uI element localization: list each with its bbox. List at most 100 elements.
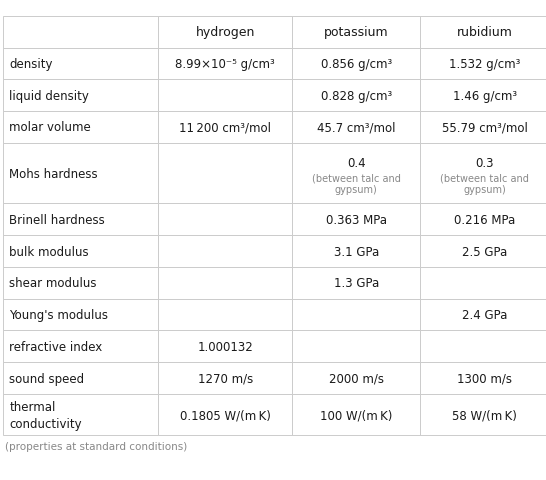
Bar	[158, 80, 292, 112]
Text: density: density	[9, 58, 53, 71]
Bar	[158, 299, 292, 331]
Bar	[3, 236, 158, 267]
Bar	[420, 236, 546, 267]
Text: Mohs hardness: Mohs hardness	[9, 167, 98, 180]
Text: sound speed: sound speed	[9, 372, 85, 385]
Bar	[292, 331, 420, 362]
Bar	[3, 331, 158, 362]
Bar	[292, 112, 420, 144]
Bar	[158, 236, 292, 267]
Bar	[292, 299, 420, 331]
Text: molar volume: molar volume	[9, 121, 91, 134]
Bar	[420, 17, 546, 48]
Bar	[292, 204, 420, 236]
Bar	[158, 17, 292, 48]
Text: potassium: potassium	[324, 26, 389, 39]
Bar	[3, 362, 158, 394]
Text: 2.4 GPa: 2.4 GPa	[462, 308, 507, 322]
Bar	[420, 48, 546, 80]
Bar	[420, 236, 546, 267]
Bar	[158, 48, 292, 80]
Bar	[3, 236, 158, 267]
Bar	[158, 236, 292, 267]
Bar	[420, 48, 546, 80]
Text: 1270 m/s: 1270 m/s	[198, 372, 253, 385]
Bar	[158, 112, 292, 144]
Bar	[3, 331, 158, 362]
Bar	[292, 144, 420, 204]
Bar	[420, 331, 546, 362]
Text: rubidium: rubidium	[456, 26, 513, 39]
Bar	[158, 394, 292, 435]
Bar	[420, 394, 546, 435]
Bar	[292, 48, 420, 80]
Text: refractive index: refractive index	[9, 340, 103, 353]
Bar	[3, 267, 158, 299]
Text: 0.1805 W/(m K): 0.1805 W/(m K)	[180, 408, 271, 421]
Bar	[3, 267, 158, 299]
Bar	[3, 17, 158, 48]
Bar	[158, 362, 292, 394]
Bar	[292, 236, 420, 267]
Bar	[158, 112, 292, 144]
Text: hydrogen: hydrogen	[195, 26, 255, 39]
Bar	[420, 267, 546, 299]
Bar	[3, 204, 158, 236]
Bar	[3, 144, 158, 204]
Bar	[420, 362, 546, 394]
Bar	[158, 331, 292, 362]
Bar	[158, 144, 292, 204]
Text: 3.1 GPa: 3.1 GPa	[334, 245, 379, 258]
Bar	[292, 144, 420, 204]
Text: Brinell hardness: Brinell hardness	[9, 213, 105, 227]
Bar	[158, 17, 292, 48]
Text: (between talc and
gypsum): (between talc and gypsum)	[440, 173, 529, 195]
Bar	[420, 80, 546, 112]
Text: liquid density: liquid density	[9, 89, 89, 103]
Text: 1.3 GPa: 1.3 GPa	[334, 276, 379, 290]
Bar	[292, 267, 420, 299]
Text: 0.216 MPa: 0.216 MPa	[454, 213, 515, 227]
Bar	[3, 48, 158, 80]
Bar	[3, 299, 158, 331]
Bar	[3, 144, 158, 204]
Bar	[158, 80, 292, 112]
Text: 0.828 g/cm³: 0.828 g/cm³	[321, 89, 392, 103]
Bar	[158, 204, 292, 236]
Bar	[158, 267, 292, 299]
Bar	[420, 204, 546, 236]
Text: 0.4: 0.4	[347, 157, 366, 170]
Text: 1.46 g/cm³: 1.46 g/cm³	[453, 89, 517, 103]
Bar	[420, 204, 546, 236]
Bar	[158, 48, 292, 80]
Bar	[292, 17, 420, 48]
Bar	[292, 204, 420, 236]
Bar	[292, 394, 420, 435]
Text: Young's modulus: Young's modulus	[9, 308, 108, 322]
Text: 45.7 cm³/mol: 45.7 cm³/mol	[317, 121, 395, 134]
Bar	[3, 394, 158, 435]
Bar	[420, 144, 546, 204]
Bar	[158, 331, 292, 362]
Bar	[420, 112, 546, 144]
Text: 58 W/(m K): 58 W/(m K)	[452, 408, 517, 421]
Bar	[3, 299, 158, 331]
Bar	[3, 362, 158, 394]
Bar	[292, 267, 420, 299]
Text: 100 W/(m K): 100 W/(m K)	[320, 408, 393, 421]
Bar	[292, 112, 420, 144]
Bar	[292, 394, 420, 435]
Bar	[3, 80, 158, 112]
Text: 8.99×10⁻⁵ g/cm³: 8.99×10⁻⁵ g/cm³	[175, 58, 275, 71]
Bar	[420, 267, 546, 299]
Bar	[292, 80, 420, 112]
Text: bulk modulus: bulk modulus	[9, 245, 89, 258]
Bar	[420, 299, 546, 331]
Bar	[420, 331, 546, 362]
Bar	[420, 362, 546, 394]
Bar	[3, 204, 158, 236]
Text: 11 200 cm³/mol: 11 200 cm³/mol	[179, 121, 271, 134]
Bar	[158, 394, 292, 435]
Bar	[158, 299, 292, 331]
Bar	[292, 299, 420, 331]
